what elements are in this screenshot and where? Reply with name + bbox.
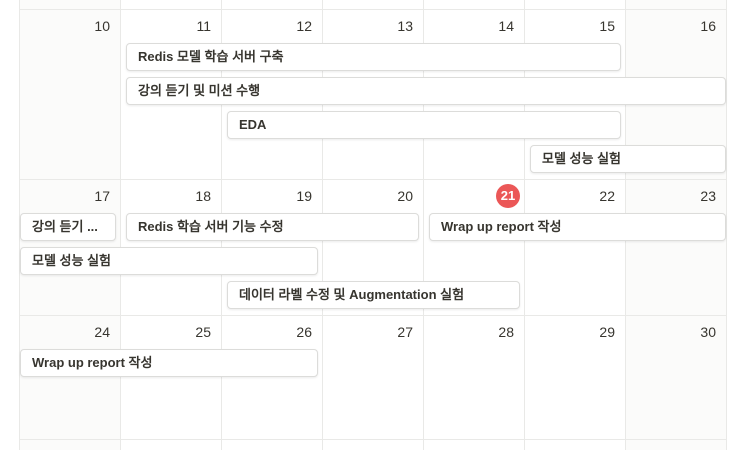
event-card[interactable]: 강의 듣기 ... — [20, 213, 116, 241]
day-number[interactable]: 15 — [599, 18, 615, 34]
grid-line-horizontal — [19, 9, 727, 10]
event-card[interactable]: EDA — [227, 111, 621, 139]
day-number[interactable]: 17 — [94, 188, 110, 204]
grid-line-horizontal — [19, 315, 727, 316]
grid-line-vertical — [423, 0, 424, 450]
grid-line-vertical — [120, 0, 121, 450]
day-number[interactable]: 11 — [196, 18, 211, 34]
day-number[interactable]: 12 — [296, 18, 312, 34]
event-card[interactable]: Redis 학습 서버 기능 수정 — [126, 213, 419, 241]
event-card[interactable]: 모델 성능 실험 — [530, 145, 726, 173]
day-number[interactable]: 23 — [700, 188, 716, 204]
day-number[interactable]: 13 — [397, 18, 413, 34]
day-number[interactable]: 18 — [195, 188, 211, 204]
grid-line-horizontal — [19, 439, 727, 440]
day-number[interactable]: 20 — [397, 188, 413, 204]
day-number[interactable]: 26 — [296, 324, 312, 340]
day-number[interactable]: 22 — [599, 188, 615, 204]
day-number[interactable]: 27 — [397, 324, 413, 340]
today-badge[interactable]: 21 — [496, 184, 520, 208]
day-number[interactable]: 30 — [700, 324, 716, 340]
event-card[interactable]: 모델 성능 실험 — [20, 247, 318, 275]
event-card[interactable]: 강의 듣기 및 미션 수행 — [126, 77, 726, 105]
grid-line-horizontal — [19, 179, 727, 180]
day-number[interactable]: 19 — [296, 188, 312, 204]
event-card[interactable]: Redis 모델 학습 서버 구축 — [126, 43, 621, 71]
day-number[interactable]: 24 — [94, 324, 110, 340]
day-number[interactable]: 25 — [195, 324, 211, 340]
event-card[interactable]: Wrap up report 작성 — [429, 213, 726, 241]
day-number[interactable]: 16 — [700, 18, 716, 34]
event-card[interactable]: 데이터 라벨 수정 및 Augmentation 실험 — [227, 281, 520, 309]
day-number[interactable]: 10 — [94, 18, 110, 34]
grid-line-vertical — [19, 0, 20, 450]
day-number[interactable]: 29 — [599, 324, 615, 340]
event-card[interactable]: Wrap up report 작성 — [20, 349, 318, 377]
grid-line-vertical — [726, 0, 727, 450]
day-number[interactable]: 28 — [498, 324, 514, 340]
day-number[interactable]: 14 — [498, 18, 514, 34]
